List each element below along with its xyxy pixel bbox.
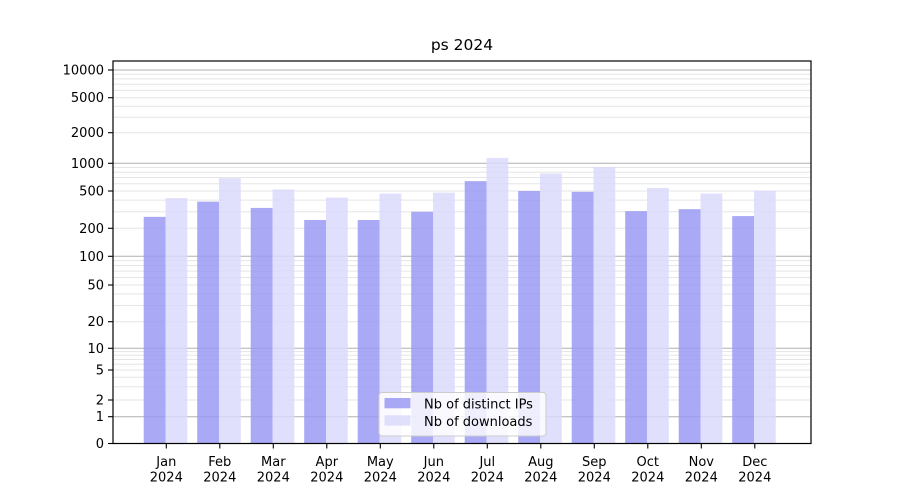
y-axis-tick-labels: 0 12 5 10 20 50 100 200 500 1000 2000 5000 10000 [63, 64, 104, 453]
bar-series-group [143, 157, 776, 444]
bar-distinct-ips [732, 216, 754, 444]
bar-distinct-ips [464, 181, 487, 444]
x-axis-tick-labels: Jan 2024 Feb 2024 Mar 2024 Apr 2024 May 2024 Jun 20… [150, 455, 772, 486]
bar-distinct-ips [197, 201, 219, 444]
x-tick-label: Sep 2024 [578, 455, 611, 486]
bar-downloads [754, 190, 776, 444]
x-tick-label: May 2024 [364, 455, 397, 486]
y-tick-label: 5000 [71, 91, 104, 106]
bar-distinct-ips [143, 216, 166, 444]
y-tick-label: 200 [79, 222, 104, 237]
bar-downloads [219, 178, 241, 444]
bar-downloads [326, 197, 348, 444]
bar-distinct-ips [357, 220, 380, 444]
x-tick-label: Jan 2024 [150, 455, 183, 486]
chart-title: ps 2024 [431, 36, 493, 54]
y-tick-label: 500 [79, 185, 104, 200]
legend-swatch-distinct-ips [384, 398, 411, 409]
x-tick-label: Apr 2024 [310, 455, 343, 486]
x-tick-label: Feb 2024 [203, 455, 236, 486]
x-tick-label: Jun 2024 [417, 455, 450, 486]
y-tick-label: 5 [96, 364, 104, 379]
y-tick-label: 1 [96, 410, 104, 425]
x-tick-label: Dec 2024 [738, 455, 771, 486]
bar-distinct-ips [678, 209, 701, 444]
bar-distinct-ips [625, 211, 647, 444]
y-tick-label: 50 [87, 279, 104, 294]
y-tick-label: 2 [96, 394, 104, 409]
legend-label-distinct-ips: Nb of distinct IPs [424, 398, 533, 413]
bar-downloads [486, 157, 509, 444]
legend-swatch-downloads [384, 415, 411, 426]
bar-downloads [433, 192, 455, 444]
x-tick-label: Aug 2024 [524, 455, 557, 486]
bar-downloads [647, 187, 669, 444]
bar-downloads [540, 173, 562, 444]
legend-box [378, 392, 547, 437]
bar-distinct-ips [518, 191, 540, 444]
bar-distinct-ips [571, 191, 594, 444]
bar-distinct-ips [304, 220, 326, 444]
x-tick-label: Mar 2024 [257, 455, 290, 486]
bar-downloads [379, 193, 402, 444]
y-tick-label: 100 [79, 250, 104, 265]
bar-downloads [165, 198, 188, 444]
axes [108, 60, 812, 449]
y-tick-label: 0 [96, 437, 104, 452]
bar-distinct-ips [250, 207, 273, 444]
bar-downloads [272, 189, 295, 444]
legend: Nb of distinct IPs Nb of downloads [378, 392, 547, 437]
y-tick-label: 20 [87, 315, 104, 330]
plot-border [112, 60, 812, 445]
bar-distinct-ips [411, 211, 433, 444]
x-tick-label: Oct 2024 [631, 455, 664, 486]
y-tick-label: 10000 [63, 64, 104, 79]
bar-downloads [700, 193, 723, 444]
x-tick-label: Jul 2024 [471, 455, 504, 486]
legend-label-downloads: Nb of downloads [424, 415, 533, 430]
y-tick-label: 1000 [71, 157, 104, 172]
y-tick-label: 10 [87, 342, 104, 357]
y-tick-label: 2000 [71, 126, 104, 141]
x-tick-label: Nov 2024 [685, 455, 718, 486]
bar-downloads [593, 167, 616, 444]
